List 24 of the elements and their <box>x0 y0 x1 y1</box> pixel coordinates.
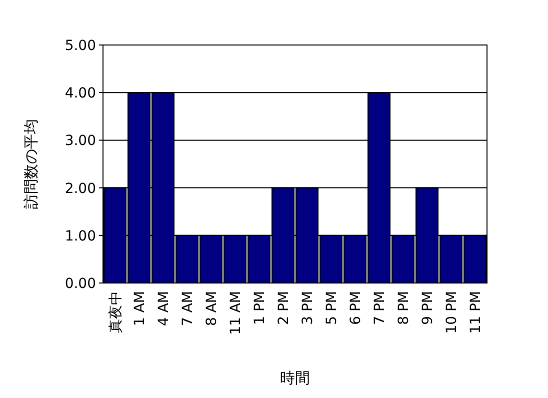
x-tick-label: 3 PM <box>300 291 316 325</box>
x-tick-label: 7 AM <box>180 291 196 326</box>
y-axis-title: 訪問数の平均 <box>22 119 40 209</box>
x-tick-label: 4 AM <box>156 291 172 326</box>
x-tick-label: 11 AM <box>228 291 244 335</box>
x-tick-label: 11 PM <box>468 291 484 334</box>
y-tick-label: 5.00 <box>64 38 96 54</box>
x-tick-label: 10 PM <box>444 291 460 334</box>
x-tick-label: 8 PM <box>396 291 412 325</box>
x-tick-label: 7 PM <box>372 291 388 325</box>
x-axis-title: 時間 <box>280 369 310 387</box>
x-tick-label: 8 AM <box>204 291 220 326</box>
x-tick-label: 1 AM <box>132 291 148 326</box>
y-tick-label: 2.00 <box>64 180 96 197</box>
x-tick-label: 9 PM <box>420 291 436 325</box>
x-tick-label: 真夜中 <box>108 291 124 333</box>
y-tick-label: 4.00 <box>64 86 96 102</box>
y-tick-label: 1.00 <box>64 228 96 244</box>
x-tick-label: 2 PM <box>276 291 292 325</box>
x-tick-label: 5 PM <box>324 291 340 325</box>
y-tick-label: 3.00 <box>64 133 96 150</box>
x-tick-label: 6 PM <box>348 291 364 325</box>
x-tick-label: 1 PM <box>252 291 268 325</box>
y-tick-label: 0.00 <box>64 276 96 292</box>
